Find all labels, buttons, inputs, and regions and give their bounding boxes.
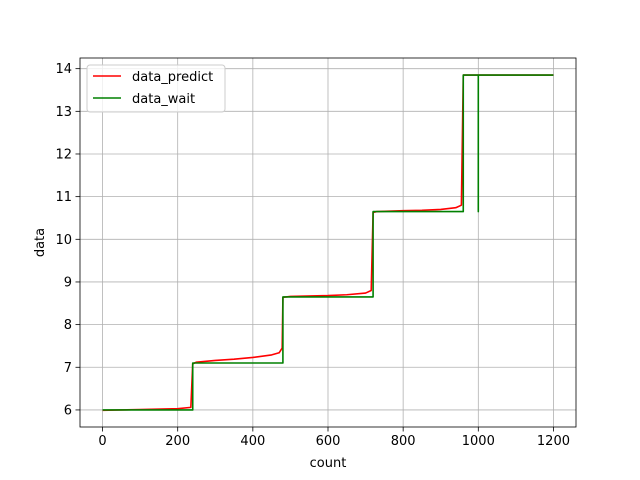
x-tick-label: 1000 (462, 434, 495, 449)
x-tick-label: 200 (165, 434, 190, 449)
y-tick-label: 7 (64, 361, 72, 376)
x-tick-label: 1200 (537, 434, 570, 449)
y-axis-label: data (33, 228, 48, 257)
x-tick-label: 400 (240, 434, 265, 449)
x-tick-label: 0 (98, 434, 106, 449)
y-tick-label: 13 (55, 105, 72, 120)
x-tick-label: 800 (391, 434, 416, 449)
y-tick-label: 12 (55, 147, 72, 162)
y-tick-label: 11 (55, 190, 72, 205)
y-tick-label: 10 (55, 233, 72, 248)
x-tick-label: 600 (316, 434, 341, 449)
legend-label-data-wait: data_wait (132, 92, 195, 107)
x-axis-label: count (310, 456, 347, 471)
series-line-data-wait (102, 74, 554, 411)
y-axis-ticks: 6 7 8 9 10 11 12 13 14 (55, 62, 80, 418)
y-tick-label: 9 (64, 275, 72, 290)
legend-box (86, 64, 226, 113)
legend: data_predict data_wait (86, 64, 226, 113)
legend-label-data-predict: data_predict (132, 70, 213, 85)
plot-lines (102, 74, 554, 412)
x-axis-ticks: 0 200 400 600 800 1000 1200 (98, 427, 570, 449)
y-tick-label: 14 (55, 62, 72, 77)
y-tick-label: 6 (64, 403, 72, 418)
y-tick-label: 8 (64, 318, 72, 333)
